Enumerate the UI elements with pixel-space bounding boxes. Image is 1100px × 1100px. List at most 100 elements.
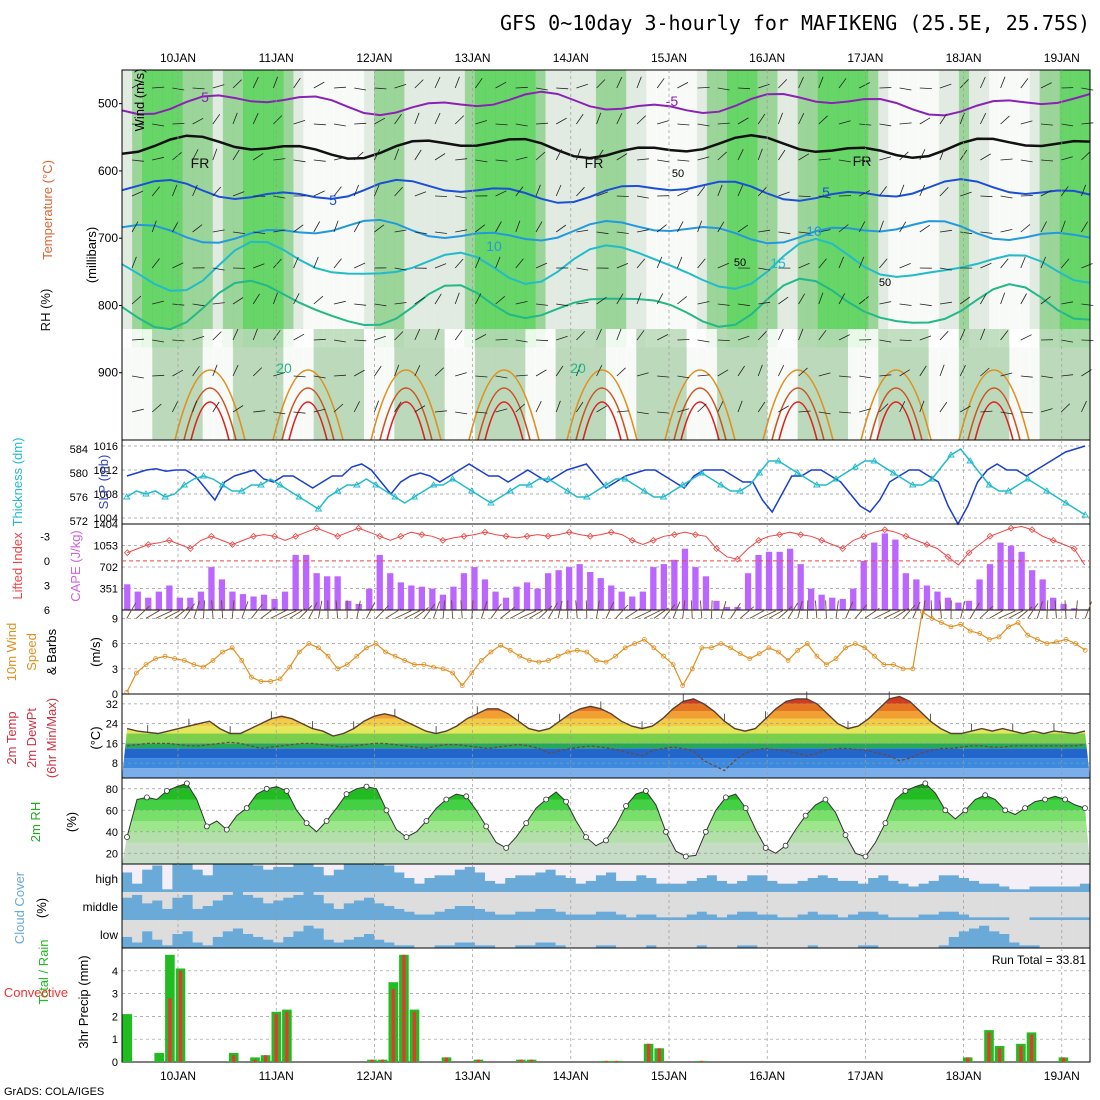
thickness-tick-label: 572: [70, 516, 88, 528]
wind-barb: [818, 258, 827, 269]
cloud-clear-cell: [152, 864, 163, 866]
thickness-marker: [1043, 487, 1051, 494]
wind-barb: [677, 408, 690, 413]
wind-barb: [980, 113, 987, 125]
cloud-clear-cell: [1039, 892, 1051, 918]
slp-tick-label: 1016: [94, 441, 118, 453]
cloud-clear-cell: [263, 920, 274, 940]
lifted-index-marker: [965, 549, 973, 557]
cloud-cell: [989, 883, 1000, 892]
cloud-cell: [374, 864, 385, 892]
wind-barb: [737, 149, 744, 161]
precip-total-axis-label: Total / Rain: [36, 939, 51, 1004]
wind-barb: [1061, 123, 1074, 127]
cloud-clear-cell: [313, 920, 325, 929]
wind-barb: [1061, 374, 1074, 377]
wind-speed-marker: [766, 645, 772, 651]
wind-barb: [818, 330, 827, 341]
wind-speed-marker: [670, 662, 676, 667]
wind-barb: [939, 330, 949, 341]
rh-column: [424, 70, 436, 348]
wind-barb: [434, 76, 441, 89]
wind-speed-marker: [478, 658, 484, 663]
cloud-clear-cell: [273, 892, 284, 901]
thickness-marker: [602, 481, 610, 488]
rh-marker: [403, 834, 410, 840]
wind-speed-marker: [747, 656, 753, 662]
cloud-clear-cell: [646, 864, 657, 878]
rh-column: [474, 70, 486, 348]
cape-bar: [324, 576, 331, 610]
rh-marker: [163, 788, 170, 794]
cloud-clear-cell: [464, 920, 476, 943]
wind-barb: [313, 295, 324, 305]
cape-bar: [176, 597, 183, 610]
rh-column-low: [807, 329, 819, 440]
cloud-clear-cell: [414, 892, 425, 915]
rh-column: [525, 70, 536, 348]
cape-bar: [618, 591, 625, 610]
wind-speed-marker: [258, 679, 264, 684]
lifted-index-marker: [923, 541, 931, 548]
rh-marker: [583, 834, 589, 840]
rh-marker: [982, 792, 989, 799]
cloud-cell: [737, 880, 748, 892]
precip-tick-label: 1: [112, 1034, 118, 1046]
wind-speed-marker: [316, 645, 321, 651]
warm-contour: [379, 387, 433, 441]
wind-barb: [475, 120, 488, 125]
cloud-clear-cell: [323, 892, 335, 904]
surface-wind-barb: [768, 609, 785, 619]
lifted-index-marker: [123, 549, 131, 557]
wind-barb: [737, 87, 751, 90]
cloud-cell: [606, 945, 617, 948]
wind-barb: [152, 374, 165, 377]
rh-marker: [1062, 796, 1068, 803]
rh-marker: [663, 828, 669, 835]
rh-column: [989, 70, 1000, 348]
wind-barb: [535, 184, 541, 197]
cape-bar: [776, 551, 783, 610]
cloud-clear-cell: [696, 892, 708, 912]
cloud-clear-cell: [595, 920, 607, 946]
rh-column: [313, 70, 325, 348]
rh-column: [868, 70, 879, 348]
contour-label: 50: [879, 277, 891, 289]
cloud-cell: [797, 880, 809, 892]
wind-barb: [515, 156, 528, 161]
thickness-marker: [314, 505, 323, 512]
temp-band: [122, 703, 1090, 712]
thickness-marker: [583, 493, 591, 500]
surface-wind-barb: [442, 600, 446, 619]
wind-barb: [717, 369, 729, 377]
rh-marker: [1082, 805, 1088, 811]
cloud-clear-cell: [898, 920, 909, 948]
cloud-clear-cell: [585, 920, 597, 948]
rh-column: [686, 70, 698, 348]
warm-contour: [281, 387, 335, 441]
rh-column: [969, 70, 980, 348]
wind-speed-marker: [450, 670, 456, 676]
cloud-cell: [979, 883, 990, 892]
wind-barb: [656, 256, 663, 269]
cloud-clear-cell: [1049, 892, 1061, 918]
cloud-cell: [777, 883, 788, 892]
cloud-clear-cell: [696, 920, 708, 946]
cloud-cell: [958, 931, 970, 948]
wind-speed-marker: [737, 651, 743, 657]
rh-column: [737, 70, 748, 348]
cloud-clear-cell: [777, 920, 788, 948]
cloud-clear-cell: [122, 892, 133, 898]
cloud-cell: [989, 917, 1000, 920]
cloud-cell: [656, 917, 667, 920]
cloud-cell: [474, 872, 486, 892]
cloud-cell: [404, 878, 415, 892]
cloud-cell: [485, 880, 496, 892]
lifted-index-marker: [628, 537, 636, 544]
thickness-tick-label: 584: [70, 444, 88, 456]
rh-column-low: [122, 329, 133, 440]
wind-barb: [333, 258, 342, 269]
cloud-clear-cell: [626, 920, 637, 948]
cloud-cell: [283, 897, 294, 920]
cloud-clear-cell: [747, 864, 758, 876]
